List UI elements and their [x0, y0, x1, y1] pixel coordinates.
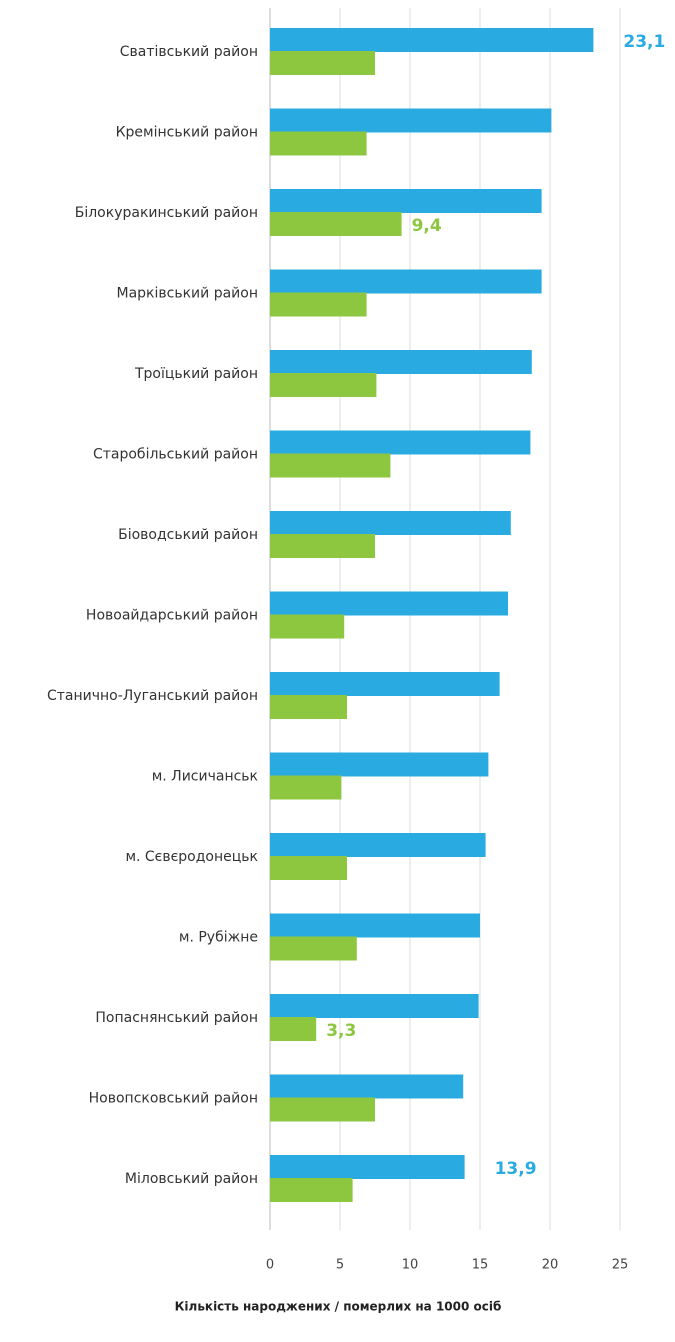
y-tick-label: Сватівський район [120, 44, 258, 60]
bar [270, 913, 480, 938]
x-tick-label: 5 [336, 1258, 344, 1273]
bar [270, 695, 347, 719]
x-tick-label: 25 [612, 1258, 629, 1273]
bar [270, 51, 375, 75]
bar [270, 292, 367, 317]
x-tick-label: 20 [542, 1258, 559, 1273]
bar [270, 775, 342, 800]
y-tick-label: Новопсковський район [89, 1091, 258, 1107]
bar [270, 108, 552, 133]
y-tick-label: Троїцький район [134, 366, 258, 382]
bar [270, 212, 402, 236]
y-tick-label: м. Лисичанськ [152, 769, 258, 785]
y-tick-label: Попаснянський район [95, 1010, 258, 1026]
bar [270, 534, 375, 558]
bar [270, 1017, 317, 1041]
y-tick-label: Станично-Луганський район [47, 688, 258, 704]
bar [270, 856, 347, 880]
bar [270, 1097, 375, 1122]
bar [270, 994, 479, 1018]
bar [270, 936, 357, 961]
y-tick-label: Старобільський район [93, 447, 258, 463]
bar [270, 269, 542, 294]
bar [270, 350, 532, 374]
y-tick-label: Кремінський район [116, 125, 258, 141]
x-tick-label: 10 [402, 1258, 419, 1273]
bar [270, 430, 531, 455]
bar [270, 591, 508, 616]
x-tick-label: 15 [472, 1258, 489, 1273]
bar [270, 131, 367, 156]
y-tick-label: Білокуракинський район [75, 205, 258, 221]
y-tick-label: Новоайдарський район [86, 608, 258, 624]
y-tick-label: Міловський район [125, 1171, 258, 1187]
bar [270, 752, 489, 777]
bar [270, 672, 500, 696]
y-tick-label: Біоводський район [118, 527, 258, 543]
value-label: 13,9 [495, 1159, 537, 1179]
x-axis-label: Кількість народжених / померлих на 1000 … [175, 1300, 502, 1314]
bar [270, 511, 511, 535]
bar [270, 1155, 465, 1179]
y-tick-label: м. Рубіжне [179, 930, 258, 946]
value-label: 23,1 [623, 32, 665, 52]
bar [270, 453, 391, 478]
bar [270, 1178, 353, 1202]
bar [270, 614, 345, 639]
value-label: 3,3 [326, 1021, 356, 1041]
bar [270, 833, 486, 857]
y-tick-label: Марківський район [117, 286, 258, 302]
bar [270, 189, 542, 213]
bar [270, 28, 594, 52]
bar [270, 373, 377, 397]
bar [270, 1074, 464, 1099]
value-label: 9,4 [412, 216, 442, 236]
y-tick-label: м. Сєвєродонецьк [125, 849, 258, 865]
x-tick-label: 0 [266, 1258, 274, 1273]
